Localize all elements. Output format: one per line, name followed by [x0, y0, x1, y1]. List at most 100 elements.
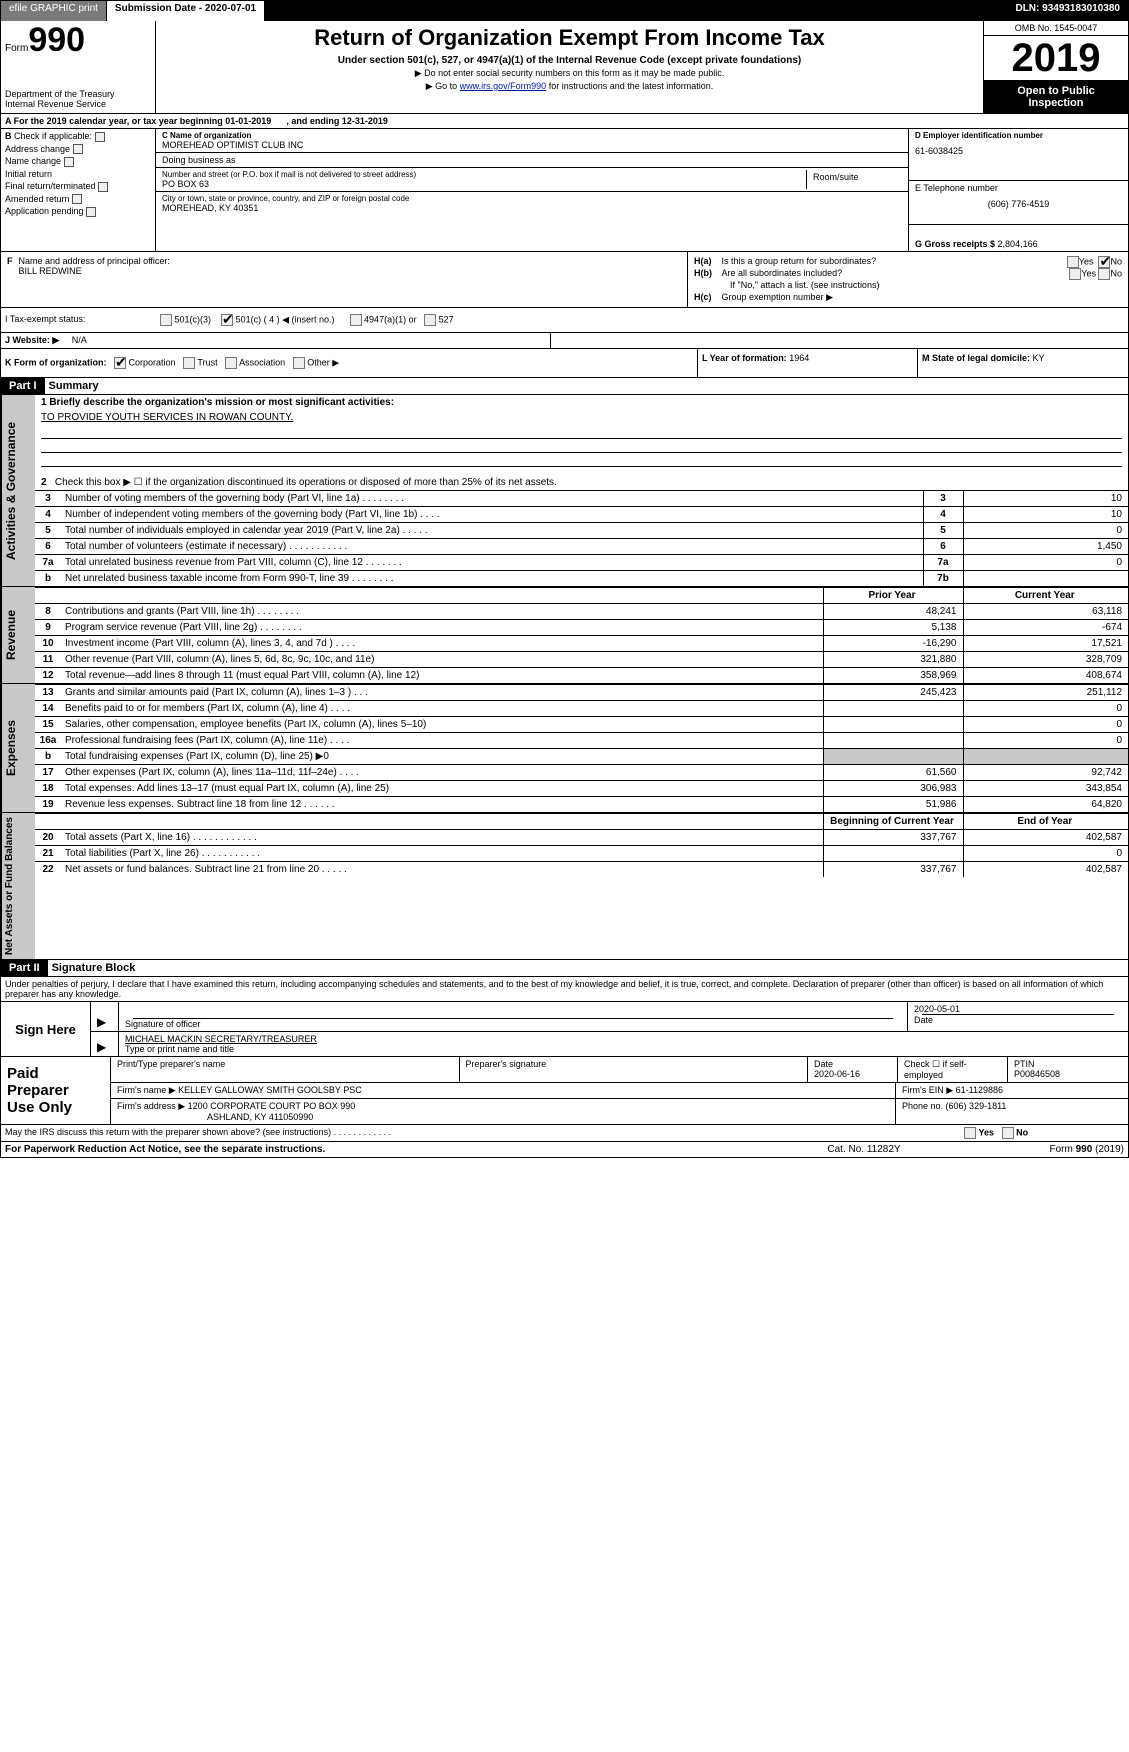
- activities-governance-section: Activities & Governance 1 Briefly descri…: [1, 395, 1128, 587]
- column-c: C Name of organization MOREHEAD OPTIMIST…: [156, 129, 908, 251]
- form-title: Return of Organization Exempt From Incom…: [162, 25, 977, 51]
- sign-here-block: Sign Here ▶ Signature of officer 2020-05…: [1, 1002, 1128, 1057]
- sign-here-label: Sign Here: [1, 1002, 91, 1056]
- firm-name: KELLEY GALLOWAY SMITH GOOLSBY PSC: [178, 1085, 362, 1095]
- form-number: 990: [28, 21, 85, 59]
- chk-app-pending: Application pending: [5, 206, 151, 217]
- header-right: OMB No. 1545-0047 2019 Open to PublicIns…: [983, 21, 1128, 113]
- submission-date: Submission Date - 2020-07-01: [107, 1, 265, 21]
- section-f-h: F Name and address of principal officer:…: [1, 252, 1128, 308]
- org-name: MOREHEAD OPTIMIST CLUB INC: [162, 140, 902, 150]
- header-mid: Return of Organization Exempt From Incom…: [156, 21, 983, 113]
- firm-address-1: 1200 CORPORATE COURT PO BOX 990: [188, 1101, 356, 1111]
- ein-label: D Employer identification number: [915, 131, 1122, 140]
- room-suite-label: Room/suite: [807, 170, 902, 189]
- efile-print-button[interactable]: efile GRAPHIC print: [1, 1, 107, 21]
- address: PO BOX 63: [162, 179, 806, 189]
- dln: DLN: 93493183010380: [1007, 1, 1128, 21]
- date-label: Date: [914, 1015, 1122, 1025]
- firm-address-2: ASHLAND, KY 411050990: [117, 1112, 889, 1122]
- label-f: F: [7, 256, 13, 266]
- expenses-section: Expenses 13Grants and similar amounts pa…: [1, 684, 1128, 813]
- row-i-tax-exempt: I Tax-exempt status: 501(c)(3) 501(c) ( …: [1, 308, 1128, 333]
- checkbox[interactable]: [95, 132, 105, 142]
- principal-officer-name: BILL REDWINE: [19, 266, 170, 276]
- self-employed-check[interactable]: Check ☐ if self-employed: [898, 1057, 1008, 1082]
- hb-yes-checkbox[interactable]: [1069, 268, 1081, 280]
- form-footer: Form 990 (2019): [964, 1144, 1124, 1155]
- row-a-tax-year: A For the 2019 calendar year, or tax yea…: [1, 114, 1128, 129]
- column-d-e-g: D Employer identification number 61-6038…: [908, 129, 1128, 251]
- city-label: City or town, state or province, country…: [162, 194, 902, 203]
- open-to-public-badge: Open to PublicInspection: [984, 81, 1128, 113]
- chk-name-change: Name change: [5, 156, 151, 167]
- hb-note: If "No," attach a list. (see instruction…: [694, 280, 1122, 290]
- signature-date: 2020-05-01: [914, 1004, 1122, 1014]
- preparer-name-label: Print/Type preparer's name: [111, 1057, 460, 1082]
- tax-year: 2019: [984, 36, 1128, 81]
- officer-name-title: MICHAEL MACKIN SECRETARY/TREASURER: [125, 1034, 1122, 1044]
- paid-preparer-label: PaidPreparerUse Only: [1, 1057, 111, 1124]
- preparer-sig-label: Preparer's signature: [460, 1057, 809, 1082]
- preparer-date: 2020-06-16: [814, 1069, 860, 1079]
- hb-no-checkbox[interactable]: [1098, 268, 1110, 280]
- firm-phone: (606) 329-1811: [946, 1101, 1007, 1111]
- form-subtitle-2: ▶ Do not enter social security numbers o…: [162, 68, 977, 79]
- dba-label: Doing business as: [162, 155, 902, 165]
- type-name-label: Type or print name and title: [125, 1044, 1122, 1054]
- part-i-header: Part ISummary: [1, 378, 1128, 395]
- pra-notice: For Paperwork Reduction Act Notice, see …: [5, 1144, 764, 1155]
- ha-yes-checkbox[interactable]: [1067, 256, 1079, 268]
- irs-link[interactable]: www.irs.gov/Form990: [460, 81, 547, 91]
- expenses-table: 13Grants and similar amounts paid (Part …: [35, 684, 1128, 812]
- gross-receipts-label: G Gross receipts $: [915, 239, 998, 249]
- form-word: Form: [5, 43, 28, 54]
- revenue-table: Prior YearCurrent Year 8Contributions an…: [35, 587, 1128, 683]
- ha-no-checkbox[interactable]: [1098, 256, 1110, 268]
- principal-officer-label: Name and address of principal officer:: [19, 256, 170, 266]
- section-h: H(a) Is this a group return for subordin…: [688, 252, 1128, 307]
- discuss-with-preparer-row: May the IRS discuss this return with the…: [1, 1125, 1128, 1142]
- netassets-table: Beginning of Current YearEnd of Year 20T…: [35, 813, 1128, 877]
- signature-officer-label: Signature of officer: [125, 1019, 901, 1029]
- header-left: Form990 Department of the Treasury Inter…: [1, 21, 156, 113]
- city-state-zip: MOREHEAD, KY 40351: [162, 203, 902, 213]
- column-b: B Check if applicable: Address change Na…: [1, 129, 156, 251]
- form-subtitle-1: Under section 501(c), 527, or 4947(a)(1)…: [162, 55, 977, 66]
- cat-no: Cat. No. 11282Y: [764, 1144, 964, 1155]
- mission-text: TO PROVIDE YOUTH SERVICES IN ROWAN COUNT…: [35, 410, 1128, 425]
- perjury-statement: Under penalties of perjury, I declare th…: [1, 977, 1128, 1002]
- arrow-icon: ▶: [97, 1040, 106, 1054]
- revenue-section: Revenue Prior YearCurrent Year 8Contribu…: [1, 587, 1128, 684]
- side-label-activities: Activities & Governance: [1, 395, 35, 586]
- side-label-expenses: Expenses: [1, 684, 35, 812]
- side-label-revenue: Revenue: [1, 587, 35, 683]
- part-ii-header: Part IISignature Block: [1, 960, 1128, 977]
- chk-initial-return: Initial return: [5, 169, 151, 179]
- ein: 61-6038425: [915, 146, 1122, 156]
- form-container: efile GRAPHIC print Submission Date - 20…: [0, 0, 1129, 1158]
- side-label-netassets: Net Assets or Fund Balances: [1, 813, 35, 959]
- form-header: Form990 Department of the Treasury Inter…: [1, 21, 1128, 114]
- chk-address-change: Address change: [5, 144, 151, 155]
- net-assets-section: Net Assets or Fund Balances Beginning of…: [1, 813, 1128, 960]
- row-j-website: J Website: ▶ N/A: [1, 333, 1128, 349]
- omb-number: OMB No. 1545-0047: [984, 21, 1128, 36]
- corp-checkbox[interactable]: [114, 357, 126, 369]
- row-k-l-m: K Form of organization: Corporation Trus…: [1, 349, 1128, 378]
- 501c-checkbox[interactable]: [221, 314, 233, 326]
- footer-row: For Paperwork Reduction Act Notice, see …: [1, 1142, 1128, 1157]
- gross-receipts: 2,804,166: [998, 239, 1038, 249]
- chk-final-return: Final return/terminated: [5, 181, 151, 192]
- discuss-no-checkbox[interactable]: [1002, 1127, 1014, 1139]
- firm-ein: 61-1129886: [956, 1085, 1003, 1095]
- chk-amended: Amended return: [5, 194, 151, 205]
- discuss-yes-checkbox[interactable]: [964, 1127, 976, 1139]
- top-bar: efile GRAPHIC print Submission Date - 20…: [1, 1, 1128, 21]
- ptin: P00846508: [1014, 1069, 1060, 1079]
- org-name-label: C Name of organization: [162, 131, 902, 140]
- address-label: Number and street (or P.O. box if mail i…: [162, 170, 806, 179]
- telephone: (606) 776-4519: [915, 199, 1122, 209]
- paid-preparer-block: PaidPreparerUse Only Print/Type preparer…: [1, 1057, 1128, 1125]
- dept-treasury: Department of the Treasury: [5, 89, 151, 99]
